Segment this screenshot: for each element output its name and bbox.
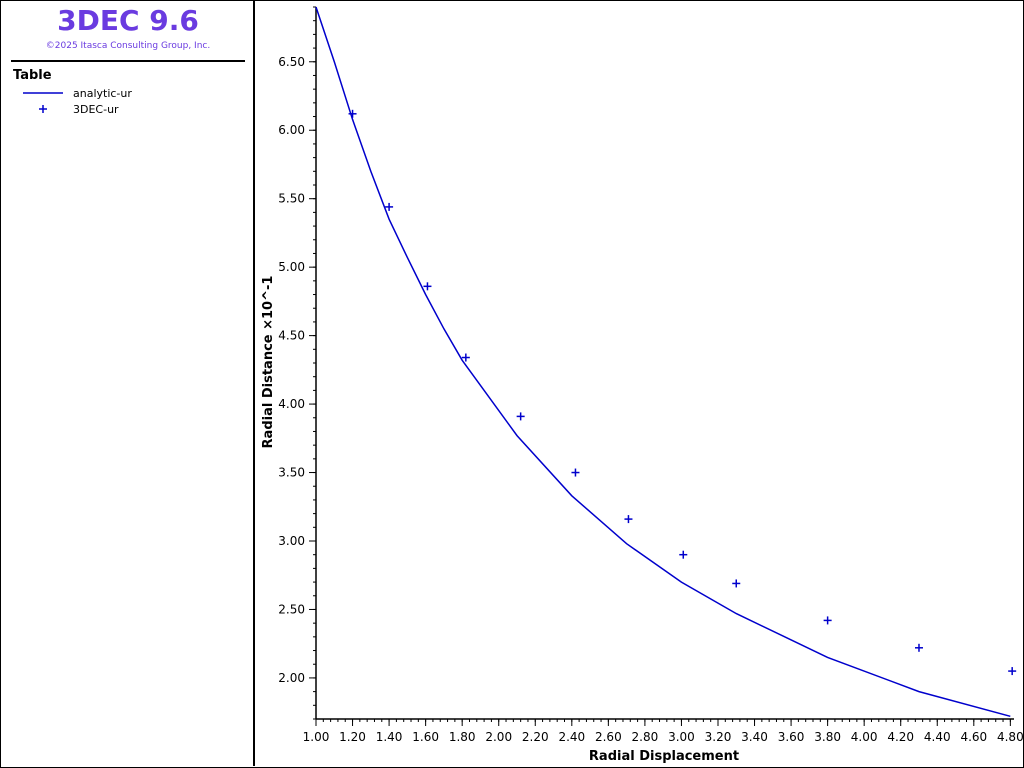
y-tick-label: 3.00 [278, 534, 305, 548]
legend-entry-analytic-ur[interactable]: analytic-ur [23, 86, 243, 102]
series-line-analytic-ur [315, 6, 1011, 718]
x-tick-label: 4.20 [887, 730, 914, 744]
axes: 1.00 1.20 1.40 1.60 1.80 2.00 2.20 2.40 2.60 2.80… [278, 6, 1024, 744]
copyright-text: ©2025 Itasca Consulting Group, Inc. [45, 41, 211, 51]
legend-heading: Table [13, 68, 52, 83]
x-tick-label: 2.00 [485, 730, 512, 744]
x-tick-label: 3.20 [705, 730, 732, 744]
y-axis-title: Radial Distance ×10^-1 [261, 276, 276, 449]
x-tick-label: 3.00 [668, 730, 695, 744]
y-tick-label: 5.50 [278, 192, 305, 206]
data-point-3dec-ur [914, 643, 923, 652]
y-tick-label: 4.50 [278, 329, 305, 343]
x-tick-label: 4.80 [997, 730, 1024, 744]
title-divider [11, 60, 245, 62]
x-tick-label: 3.40 [741, 730, 768, 744]
x-tick-label: 3.80 [814, 730, 841, 744]
x-tick-label: 2.60 [595, 730, 622, 744]
data-point-3dec-ur [461, 353, 470, 362]
x-tick-label: 1.40 [376, 730, 403, 744]
y-tick-label: 2.50 [278, 602, 305, 616]
x-tick-label: 2.40 [558, 730, 585, 744]
y-tick-label: 6.00 [278, 123, 305, 137]
legend-entry-3dec-ur[interactable]: 3DEC-ur [23, 102, 243, 118]
legend-plus-icon [39, 105, 47, 113]
x-axis-title: Radial Displacement [589, 749, 739, 764]
y-tick-label: 2.00 [278, 671, 305, 685]
data-point-3dec-ur [679, 550, 688, 559]
data-point-3dec-ur [732, 579, 741, 588]
x-tick-label: 1.20 [339, 730, 366, 744]
x-tick-label: 1.60 [412, 730, 439, 744]
y-tick-label: 6.50 [278, 55, 305, 69]
x-tick-label: 4.00 [851, 730, 878, 744]
data-point-3dec-ur [624, 515, 633, 524]
data-point-3dec-ur [423, 282, 432, 291]
data-point-3dec-ur [1008, 667, 1017, 676]
data-point-3dec-ur [571, 468, 580, 477]
data-point-3dec-ur [385, 202, 394, 211]
legend-label: analytic-ur [73, 87, 132, 100]
x-tick-label: 3.60 [778, 730, 805, 744]
data-point-3dec-ur [823, 616, 832, 625]
legend-label: 3DEC-ur [73, 103, 119, 116]
y-tick-label: 3.50 [278, 466, 305, 480]
app-title: 3DEC 9.6 [57, 4, 199, 37]
x-tick-label: 2.20 [522, 730, 549, 744]
x-tick-label: 1.80 [449, 730, 476, 744]
data-point-3dec-ur [348, 109, 357, 118]
y-tick-label: 5.00 [278, 260, 305, 274]
legend-line-icon [23, 92, 63, 94]
y-tick-label: 4.00 [278, 397, 305, 411]
x-tick-label: 4.40 [924, 730, 951, 744]
x-tick-label: 1.00 [303, 730, 330, 744]
data-point-3dec-ur [516, 412, 525, 421]
series-layer [315, 6, 1017, 718]
legend-panel: 3DEC 9.6 ©2025 Itasca Consulting Group, … [1, 1, 255, 766]
x-tick-label: 4.60 [960, 730, 987, 744]
x-tick-label: 2.80 [632, 730, 659, 744]
